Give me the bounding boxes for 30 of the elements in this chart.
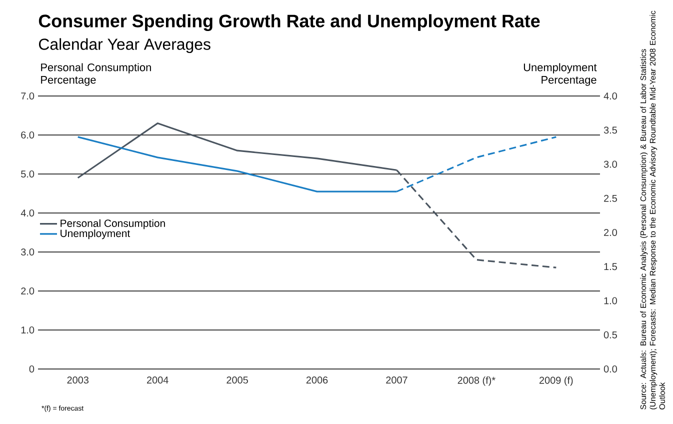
y2-tick-label: 2.5 [604,194,617,202]
y2-tick-label: 0.0 [604,365,617,373]
chart-title: Consumer Spending Growth Rate and Unemployment Rate [38,14,540,31]
y-tick-label: 7.0 [21,92,34,100]
y2-tick-label: 3.5 [604,126,617,134]
y2-tick-label: 4.0 [604,92,617,100]
x-tick-label: 2006 [306,376,328,384]
x-tick-label: 2003 [67,376,89,384]
y-tick-label: 0 [29,365,34,373]
y-tick-label: 2.0 [21,287,34,295]
y-tick-label: 6.0 [21,131,34,139]
x-tick-label: 2008 (f)* [458,376,496,386]
y2-tick-label: 3.0 [604,160,617,168]
y-tick-label: 3.0 [21,248,34,256]
chart-subtitle: Calendar Year Averages [39,38,210,54]
y-axis-title: Personal Consumption Percentage [41,63,151,86]
legend-label: Unemployment [60,229,130,240]
y-tick-label: 4.0 [20,209,34,217]
x-tick-label: 2007 [386,376,408,384]
y2-tick-label: 1.5 [604,263,617,270]
y-tick-label: 5.0 [21,170,34,178]
y2-tick-label: 0.5 [604,331,617,338]
x-tick-label: 2009 (f) [539,376,573,386]
y2-axis-title: Unemployment Percentage [524,63,597,86]
legend-label: Personal Consumption [60,219,165,230]
x-tick-label: 2005 [226,376,248,384]
y-tick-label: 1.0 [21,326,34,334]
y2-tick-label: 2.0 [604,228,617,236]
x-tick-label: 2004 [146,376,168,384]
y2-tick-label: 1.0 [604,297,617,304]
